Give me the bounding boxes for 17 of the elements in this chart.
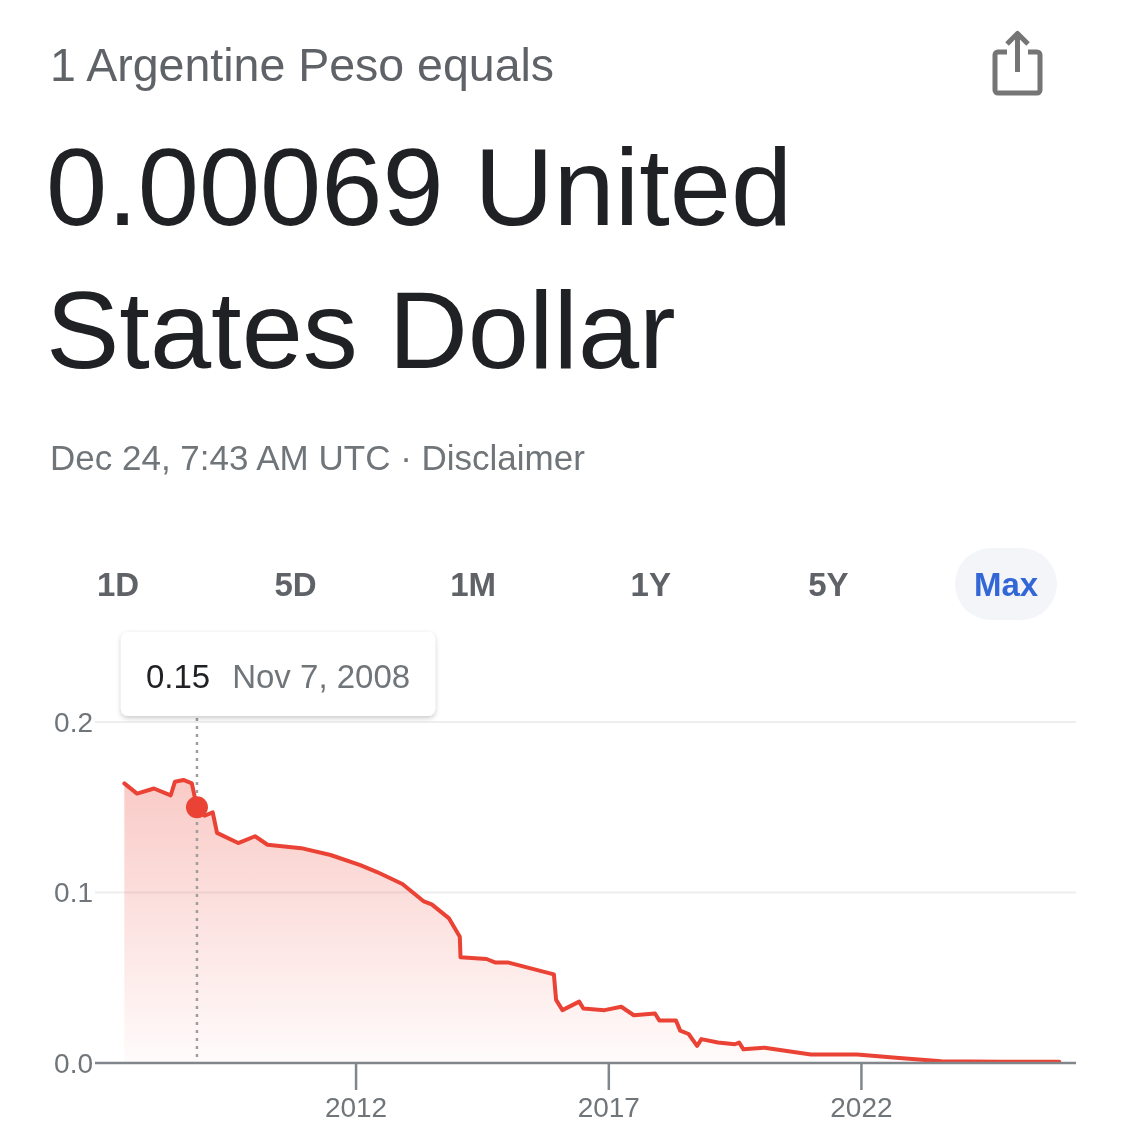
chart-title: 1 Argentine Peso equals <box>50 39 555 91</box>
x-tick-label: 2012 <box>324 1092 388 1123</box>
x-tick-label: 2022 <box>830 1092 893 1123</box>
ref-line-label: Nov 7, 2008 <box>232 658 411 695</box>
text: 5Y <box>808 566 849 603</box>
y-tick-label: 0.1 <box>54 877 93 909</box>
x-tick-label: 2017 <box>577 1092 640 1123</box>
text: Dec 24, 7:43 AM UTC · Disclaimer <box>50 438 586 477</box>
y-tick-label: 0.2 <box>54 706 93 738</box>
text: 5D <box>274 566 317 603</box>
text: Max <box>973 566 1039 603</box>
text: 1M <box>450 566 497 603</box>
chart-subtitle: 0.00069 United States Dollar <box>46 125 793 391</box>
y-tick-label: 0.0 <box>54 1047 93 1079</box>
text: 0.15 <box>145 658 211 695</box>
text: 1Y <box>630 566 671 603</box>
text: 1D <box>96 566 140 603</box>
